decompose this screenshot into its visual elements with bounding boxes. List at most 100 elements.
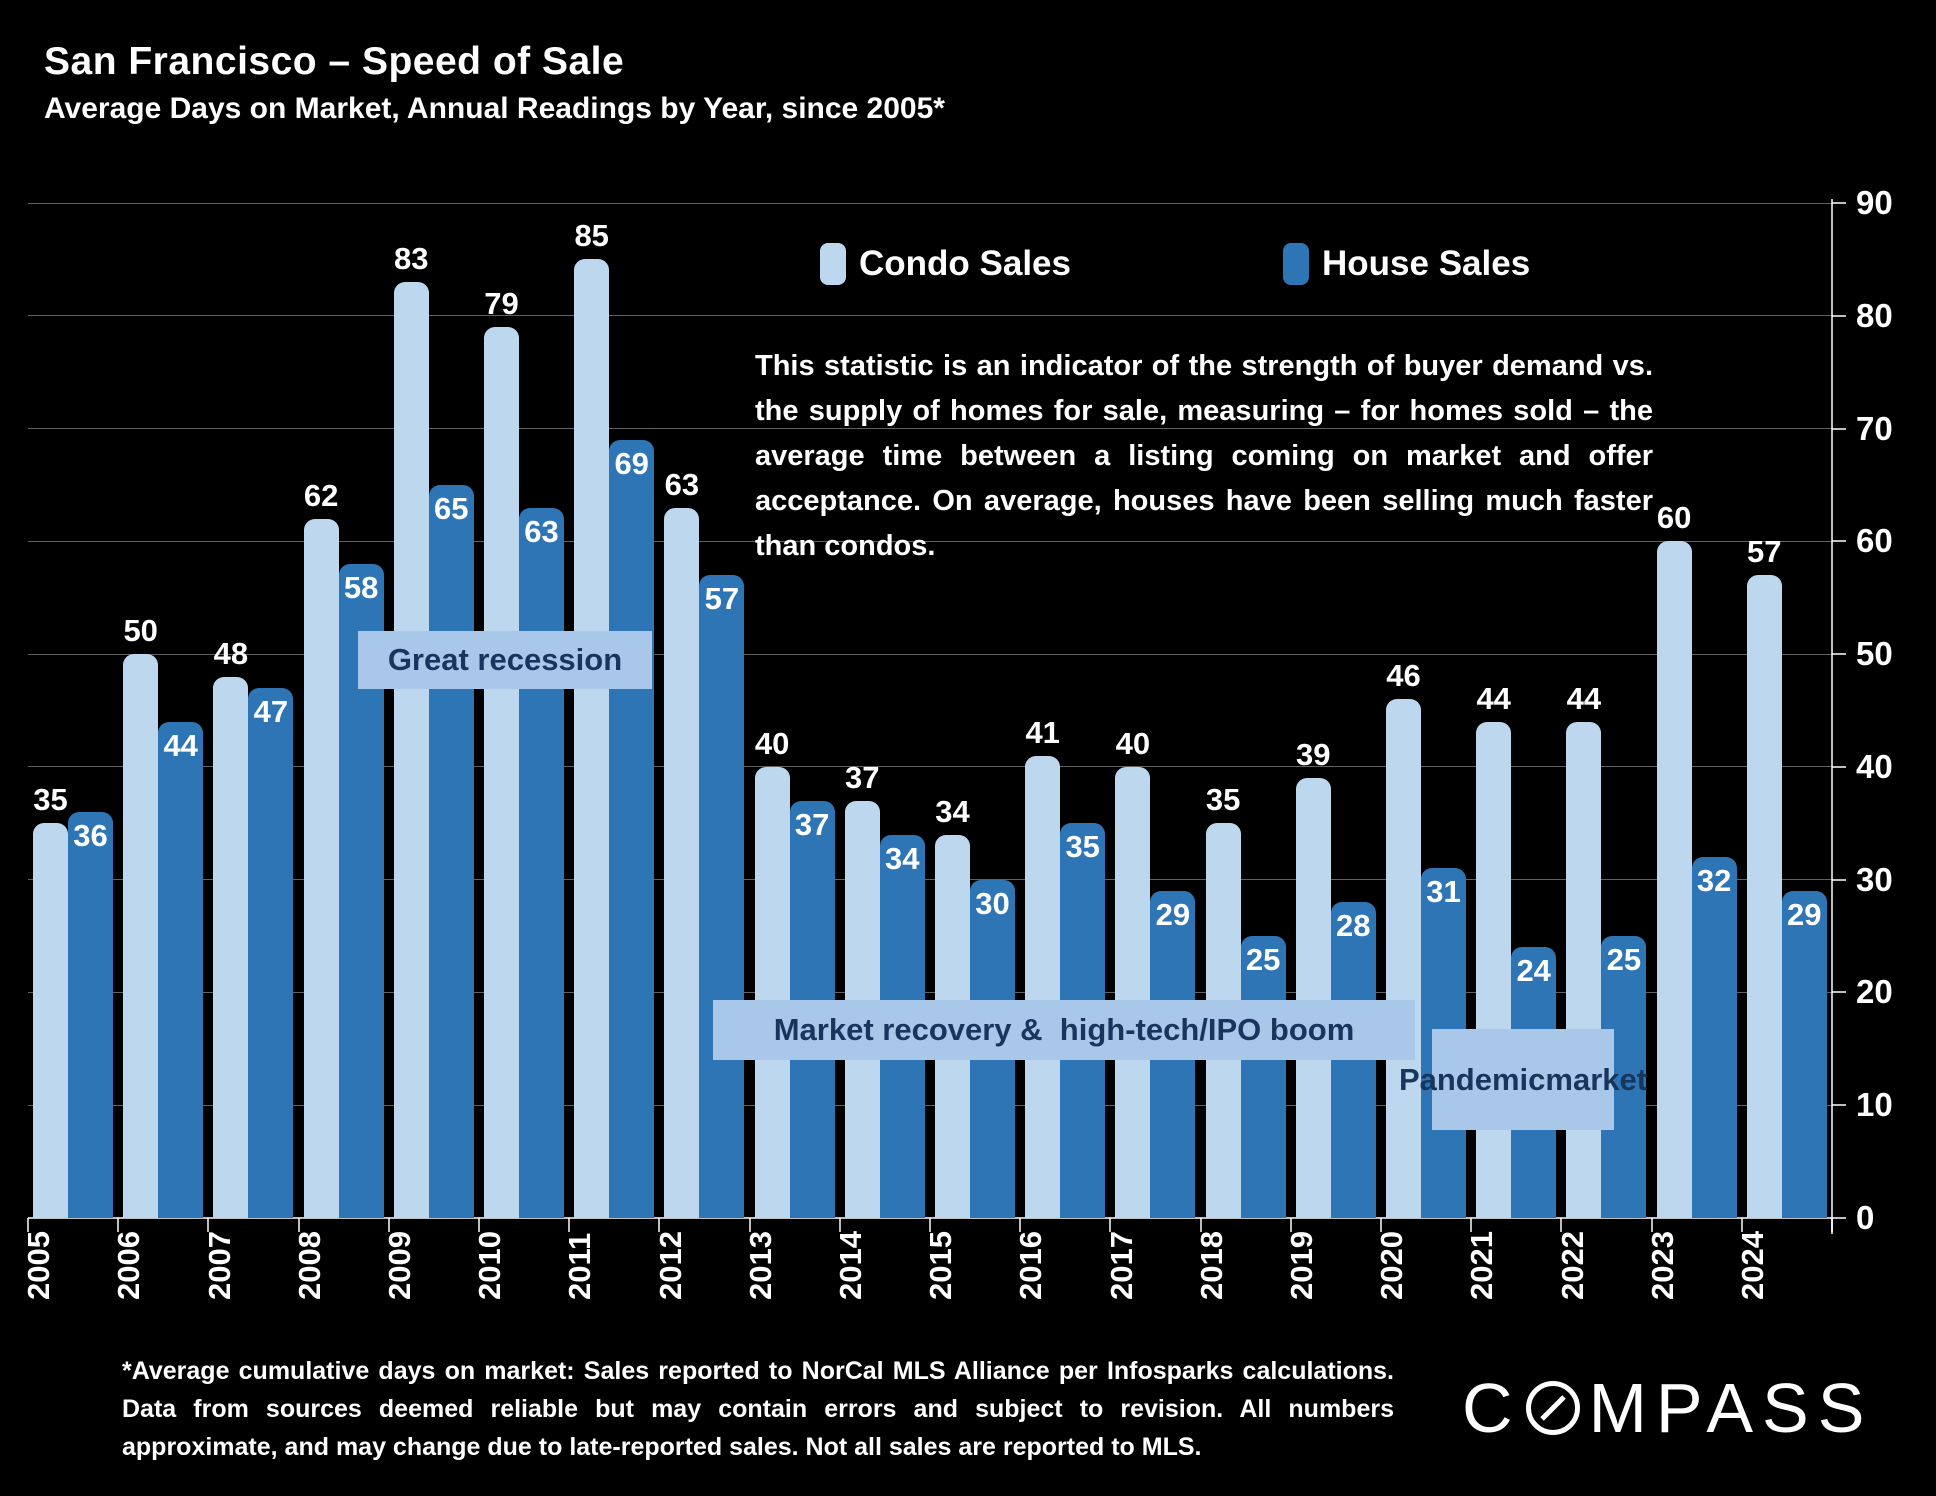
x-tick-6: [568, 1218, 571, 1232]
x-label-2012: 2012: [652, 1231, 688, 1300]
x-label-2008: 2008: [291, 1231, 327, 1300]
bar-condo-2010: [484, 327, 519, 1218]
y-tick-label-20: 20: [1856, 973, 1893, 1011]
value-label-house-2018: 25: [1245, 942, 1281, 978]
value-label-house-2009: 65: [434, 490, 469, 526]
value-label-house-2012: 57: [704, 581, 740, 617]
x-label-2009: 2009: [381, 1231, 417, 1300]
annotation-market-recovery: Market recovery & high-tech/IPO boom: [713, 1000, 1415, 1060]
x-tick-15: [1380, 1218, 1382, 1232]
annotation-line: Pandemic: [1398, 1061, 1546, 1097]
x-tick-13: [1199, 1218, 1202, 1232]
page-subtitle: Average Days on Market, Annual Readings …: [44, 92, 945, 125]
value-label-house-2007: 47: [253, 693, 289, 729]
value-label-house-2010: 63: [524, 513, 559, 549]
x-tick-0: [27, 1218, 29, 1232]
x-tick-17: [1560, 1218, 1563, 1232]
bar-house-2019: [1330, 902, 1376, 1218]
value-label-house-2008: 58: [343, 569, 379, 605]
legend-label-house: House Sales: [1322, 244, 1531, 283]
x-tick-1: [117, 1218, 120, 1232]
legend-label-condo: Condo Sales: [859, 244, 1071, 283]
value-label-condo-2010: 79: [484, 286, 519, 322]
compass-logo-text-c: C: [1462, 1369, 1522, 1447]
y-tick-70: [1832, 427, 1846, 430]
value-label-house-2023: 32: [1696, 863, 1732, 899]
value-label-house-2017: 29: [1155, 896, 1191, 932]
x-tick-2: [207, 1218, 210, 1232]
bar-house-2018: [1240, 936, 1286, 1218]
gridline-70: [28, 428, 1832, 430]
value-label-condo-2024: 57: [1747, 534, 1782, 570]
x-tick-11: [1019, 1218, 1022, 1232]
bar-condo-2013: [754, 766, 790, 1218]
value-label-house-2005: 36: [73, 818, 108, 853]
legend-swatch-condo: [820, 243, 846, 285]
bar-house-2023: [1691, 857, 1737, 1218]
value-label-condo-2019: 39: [1296, 737, 1331, 773]
gridline-20: [28, 991, 1832, 993]
bar-condo-2009: [393, 281, 429, 1218]
x-label-2005: 2005: [21, 1231, 57, 1300]
bar-condo-2017: [1115, 766, 1151, 1218]
x-tick-7: [658, 1218, 661, 1232]
x-tick-20: [1831, 1218, 1833, 1232]
y-tick-label-70: 70: [1856, 409, 1893, 447]
bar-house-2005: [68, 812, 113, 1218]
bar-condo-2019: [1295, 778, 1331, 1218]
y-tick-60: [1832, 540, 1846, 543]
y-tick-label-60: 60: [1856, 522, 1893, 560]
compass-logo: C MPASS: [1462, 1368, 1873, 1448]
value-label-condo-2021: 44: [1476, 680, 1511, 716]
gridline-90: [28, 202, 1832, 204]
footnote: *Average cumulative days on market: Sale…: [122, 1357, 1394, 1461]
y-tick-30: [1832, 878, 1846, 881]
x-tick-9: [838, 1218, 841, 1232]
annotation-pandemic-market: Pandemic market: [1399, 1029, 1647, 1130]
x-label-2015: 2015: [923, 1231, 959, 1300]
x-label-2017: 2017: [1103, 1231, 1139, 1300]
bar-condo-2024: [1746, 575, 1782, 1218]
value-label-condo-2022: 44: [1566, 680, 1602, 716]
x-tick-18: [1650, 1218, 1653, 1232]
x-label-2020: 2020: [1374, 1231, 1410, 1300]
value-label-house-2019: 28: [1336, 908, 1371, 944]
x-tick-19: [1740, 1218, 1743, 1232]
value-label-house-2021: 24: [1516, 953, 1551, 989]
x-tick-16: [1470, 1218, 1473, 1232]
y-tick-label-10: 10: [1856, 1086, 1893, 1124]
x-label-2022: 2022: [1554, 1231, 1590, 1300]
page-title: San Francisco – Speed of Sale: [44, 40, 625, 83]
bar-house-2007: [248, 687, 294, 1218]
bar-house-2010: [519, 507, 564, 1218]
chart-description: This statistic is an indicator of the st…: [755, 350, 1653, 562]
compass-logo-text-mpass: MPASS: [1588, 1369, 1874, 1447]
annotation-line: market: [1545, 1061, 1648, 1097]
value-label-condo-2011: 85: [574, 218, 609, 254]
gridline-50: [28, 653, 1832, 655]
value-label-condo-2018: 35: [1205, 782, 1241, 818]
y-tick-label-90: 90: [1856, 184, 1893, 221]
x-tick-8: [748, 1218, 751, 1232]
value-label-condo-2020: 46: [1386, 658, 1421, 694]
bar-house-2006: [158, 721, 204, 1218]
value-label-condo-2008: 62: [303, 477, 339, 513]
x-label-2006: 2006: [111, 1231, 147, 1300]
gridline-40: [28, 766, 1832, 768]
x-label-2007: 2007: [201, 1231, 237, 1300]
value-label-condo-2006: 50: [123, 613, 158, 649]
value-label-condo-2023: 60: [1656, 500, 1692, 536]
x-tick-4: [387, 1218, 390, 1232]
gridline-80: [28, 315, 1832, 317]
x-label-2019: 2019: [1283, 1231, 1319, 1300]
x-tick-12: [1109, 1218, 1112, 1232]
x-label-2010: 2010: [472, 1231, 508, 1300]
x-tick-10: [929, 1218, 931, 1232]
x-label-2016: 2016: [1013, 1231, 1049, 1300]
gridline-10: [28, 1104, 1832, 1106]
y-tick-80: [1832, 314, 1846, 317]
bar-condo-2023: [1656, 541, 1692, 1218]
y-axis-line: [1831, 199, 1833, 1234]
compass-needle-o-icon: [1525, 1381, 1580, 1435]
